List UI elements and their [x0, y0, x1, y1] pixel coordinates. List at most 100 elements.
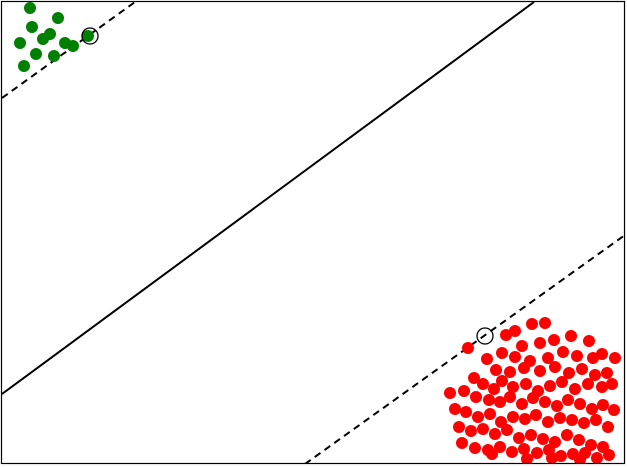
class-b-point-22: [518, 362, 530, 374]
class-b-point-56: [608, 404, 620, 416]
class-a-point-1: [52, 12, 64, 24]
class-b-point-60: [484, 408, 496, 420]
class-b-point-9: [496, 347, 508, 359]
class-b-point-55: [597, 399, 609, 411]
class-b-point-26: [576, 363, 588, 375]
class-b-point-31: [488, 383, 500, 395]
class-b-point-5: [534, 337, 546, 349]
class-b-point-20: [490, 364, 502, 376]
class-b-point-4: [516, 340, 528, 352]
class-b-point-12: [542, 352, 554, 364]
class-b-point-43: [458, 385, 470, 397]
class-b-point-17: [609, 352, 621, 364]
class-b-point-52: [562, 394, 574, 406]
class-b-point-84: [456, 437, 468, 449]
class-b-point-62: [507, 411, 519, 423]
class-b-point-19: [481, 353, 493, 365]
class-b-point-74: [489, 428, 501, 440]
class-b-point-98: [521, 453, 533, 464]
class-b-point-73: [477, 423, 489, 435]
class-b-point-39: [582, 378, 594, 390]
decision-boundary-line: [2, 2, 535, 395]
class-b-point-59: [472, 411, 484, 423]
class-b-point-96: [603, 449, 615, 461]
class-b-point-72: [465, 425, 477, 437]
class-b-point-18: [462, 342, 474, 354]
class-b-point-21: [504, 366, 516, 378]
class-b-point-2: [539, 317, 551, 329]
class-b-point-1: [526, 318, 538, 330]
class-b-point-76: [513, 432, 525, 444]
class-b-point-10: [509, 351, 521, 363]
class-b-point-37: [556, 376, 568, 388]
class-b-point-78: [537, 433, 549, 445]
class-b-point-57: [449, 403, 461, 415]
class-b-point-25: [563, 367, 575, 379]
class-b-point-49: [527, 392, 539, 404]
class-b-point-77: [525, 429, 537, 441]
class-b-point-85: [469, 442, 481, 454]
class-b-point-64: [530, 409, 542, 421]
class-a-point-4: [14, 37, 26, 49]
class-b-point-34: [520, 378, 532, 390]
class-a-point-11: [82, 30, 94, 42]
class-b-point-66: [554, 412, 566, 424]
class-b-point-14: [571, 350, 583, 362]
class-a-point-10: [67, 40, 79, 52]
class-b-point-46: [494, 396, 506, 408]
class-b-point-53: [574, 398, 586, 410]
class-b-point-99: [546, 452, 558, 464]
class-b-point-65: [542, 416, 554, 428]
class-b-point-41: [606, 378, 618, 390]
class-b-point-75: [501, 424, 513, 436]
class-b-point-36: [544, 380, 556, 392]
class-b-point-40: [596, 381, 608, 393]
class-b-point-92: [555, 450, 567, 462]
class-b-point-44: [470, 391, 482, 403]
class-b-point-80: [561, 429, 573, 441]
class-a-point-9: [18, 60, 30, 72]
support-vector-marker-0: [81, 27, 99, 45]
class-b-point-27: [589, 369, 601, 381]
class-b-point-29: [468, 372, 480, 384]
class-a-point-0: [24, 2, 36, 14]
class-b-point-54: [586, 403, 598, 415]
class-b-point-45: [483, 394, 495, 406]
class-b-point-63: [519, 413, 531, 425]
class-a-point-2: [26, 21, 38, 33]
class-b-point-32: [496, 375, 508, 387]
class-b-point-100: [574, 454, 586, 464]
class-b-point-58: [460, 406, 472, 418]
class-b-point-67: [566, 414, 578, 426]
class-a-point-5: [37, 33, 49, 45]
support-vector-marker-1: [476, 327, 494, 345]
class-b-point-23: [534, 365, 546, 377]
class-b-point-50: [539, 396, 551, 408]
class-b-point-71: [453, 421, 465, 433]
class-b-point-33: [507, 381, 519, 393]
class-b-point-15: [587, 352, 599, 364]
class-b-point-81: [573, 434, 585, 446]
class-b-point-89: [518, 443, 530, 455]
class-b-point-68: [578, 417, 590, 429]
class-b-point-13: [557, 346, 569, 358]
class-b-point-51: [551, 400, 563, 412]
class-b-point-48: [516, 398, 528, 410]
class-b-point-3: [500, 329, 512, 341]
class-b-point-6: [548, 334, 560, 346]
class-b-point-30: [477, 378, 489, 390]
class-b-point-47: [504, 391, 516, 403]
class-b-point-16: [596, 348, 608, 360]
class-b-point-24: [549, 361, 561, 373]
class-b-point-28: [601, 367, 613, 379]
class-b-point-8: [583, 335, 595, 347]
class-b-point-0: [509, 325, 521, 337]
class-b-point-88: [506, 446, 518, 458]
class-b-point-38: [569, 383, 581, 395]
class-b-point-7: [565, 330, 577, 342]
class-b-point-87: [494, 441, 506, 453]
class-b-point-90: [531, 447, 543, 459]
